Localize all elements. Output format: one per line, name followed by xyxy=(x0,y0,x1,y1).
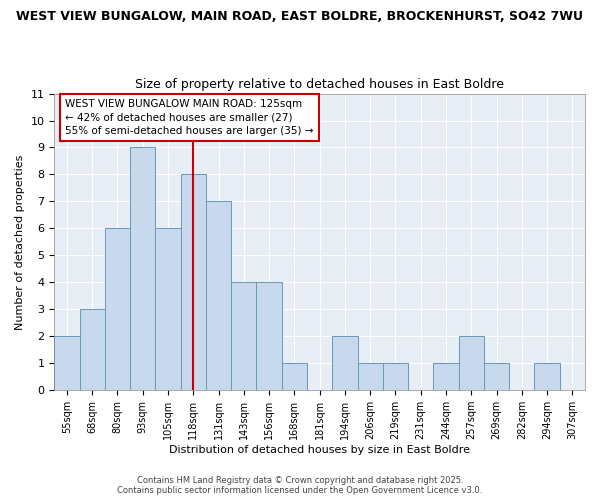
Bar xyxy=(231,282,256,390)
Bar xyxy=(155,228,181,390)
Bar xyxy=(358,364,383,390)
Bar xyxy=(105,228,130,390)
Bar xyxy=(383,364,408,390)
Y-axis label: Number of detached properties: Number of detached properties xyxy=(15,154,25,330)
Bar xyxy=(80,310,105,390)
Bar xyxy=(458,336,484,390)
Bar xyxy=(206,202,231,390)
Bar xyxy=(535,364,560,390)
Bar xyxy=(282,364,307,390)
Bar xyxy=(484,364,509,390)
Title: Size of property relative to detached houses in East Boldre: Size of property relative to detached ho… xyxy=(135,78,504,91)
Bar xyxy=(256,282,282,390)
Bar xyxy=(181,174,206,390)
Text: WEST VIEW BUNGALOW, MAIN ROAD, EAST BOLDRE, BROCKENHURST, SO42 7WU: WEST VIEW BUNGALOW, MAIN ROAD, EAST BOLD… xyxy=(17,10,583,23)
Text: WEST VIEW BUNGALOW MAIN ROAD: 125sqm
← 42% of detached houses are smaller (27)
5: WEST VIEW BUNGALOW MAIN ROAD: 125sqm ← 4… xyxy=(65,100,313,136)
Bar xyxy=(433,364,458,390)
Bar xyxy=(130,148,155,390)
Text: Contains HM Land Registry data © Crown copyright and database right 2025.
Contai: Contains HM Land Registry data © Crown c… xyxy=(118,476,482,495)
X-axis label: Distribution of detached houses by size in East Boldre: Distribution of detached houses by size … xyxy=(169,445,470,455)
Bar xyxy=(332,336,358,390)
Bar xyxy=(54,336,80,390)
